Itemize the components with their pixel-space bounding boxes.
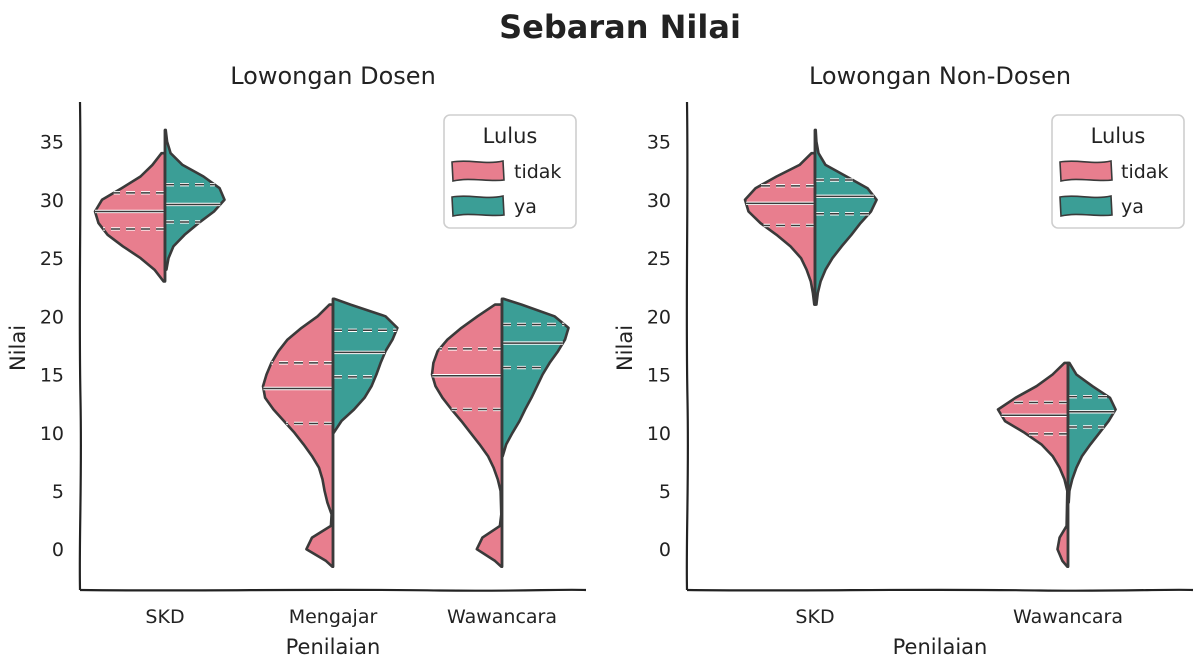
y-tick-label: 30 xyxy=(40,190,64,212)
legend-title: Lulus xyxy=(1091,124,1146,148)
y-tick-label: 35 xyxy=(40,132,64,154)
y-tick-label: 0 xyxy=(659,539,671,561)
x-ticks: SKD Mengajar Wawancara xyxy=(145,606,557,628)
y-tick-label: 15 xyxy=(40,365,64,387)
y-tick-label: 5 xyxy=(52,481,64,503)
legend: Lulus tidak ya xyxy=(443,114,577,229)
violin-half-tidak xyxy=(430,303,504,568)
y-tick-label: 5 xyxy=(659,481,671,503)
x-tick-label: Mengajar xyxy=(289,606,378,628)
y-tick-label: 15 xyxy=(647,365,671,387)
violin-half-ya xyxy=(813,128,878,306)
legend: Lulus tidak ya xyxy=(1051,114,1185,229)
y-tick-label: 0 xyxy=(52,539,64,561)
x-axis-label: Penilaian xyxy=(286,635,381,659)
legend-swatch-ya xyxy=(451,195,505,217)
y-axis-line xyxy=(78,101,83,591)
y-tick-label: 20 xyxy=(647,306,671,328)
legend-swatch-tidak xyxy=(451,160,505,182)
y-tick-label: 10 xyxy=(40,423,64,445)
violin-half-tidak xyxy=(743,151,817,306)
y-tick-label: 30 xyxy=(647,190,671,212)
figure-title: Sebaran Nilai xyxy=(499,8,741,46)
y-axis-label: Nilai xyxy=(6,325,30,371)
violin-half-tidak xyxy=(996,361,1070,568)
y-tick-label: 10 xyxy=(647,423,671,445)
violin-half-ya xyxy=(163,128,226,271)
violins xyxy=(93,128,570,568)
y-tick-label: 25 xyxy=(40,248,64,270)
legend-title: Lulus xyxy=(483,124,538,148)
x-axis-label: Penilaian xyxy=(893,635,988,659)
legend-swatch-ya xyxy=(1059,195,1113,217)
violin-half-ya xyxy=(1066,361,1117,504)
legend-label-tidak: tidak xyxy=(514,161,561,183)
violins xyxy=(743,128,1117,568)
x-tick-label: Wawancara xyxy=(1013,606,1123,628)
y-tick-label: 25 xyxy=(647,248,671,270)
y-ticks: 0 5 10 15 20 25 30 35 xyxy=(647,132,671,562)
y-axis-line xyxy=(685,101,690,591)
x-tick-label: Wawancara xyxy=(447,606,557,628)
y-ticks: 0 5 10 15 20 25 30 35 xyxy=(40,132,64,562)
legend-swatch-tidak xyxy=(1059,160,1113,182)
legend-label-ya: ya xyxy=(1121,196,1144,218)
x-ticks: SKD Wawancara xyxy=(795,606,1123,628)
violin-half-ya xyxy=(500,297,570,458)
y-tick-label: 20 xyxy=(40,306,64,328)
x-tick-label: SKD xyxy=(795,606,834,628)
panel-lowongan-dosen: Lowongan Dosen Nilai Penilaian 0 5 10 15 20 2… xyxy=(6,62,587,659)
violin-half-tidak xyxy=(93,151,167,283)
x-axis-line xyxy=(79,588,587,592)
panel-title: Lowongan Non-Dosen xyxy=(809,62,1071,90)
violin-half-ya xyxy=(331,297,399,435)
y-axis-label: Nilai xyxy=(613,325,637,371)
y-tick-label: 35 xyxy=(647,132,671,154)
legend-label-ya: ya xyxy=(514,196,537,218)
x-tick-label: SKD xyxy=(145,606,184,628)
panel-lowongan-non-dosen: Lowongan Non-Dosen Nilai Penilaian 0 5 10 1… xyxy=(613,62,1194,659)
panel-title: Lowongan Dosen xyxy=(230,62,436,90)
x-axis-line xyxy=(686,588,1194,592)
violin-half-tidak xyxy=(261,303,335,568)
legend-label-tidak: tidak xyxy=(1121,161,1168,183)
